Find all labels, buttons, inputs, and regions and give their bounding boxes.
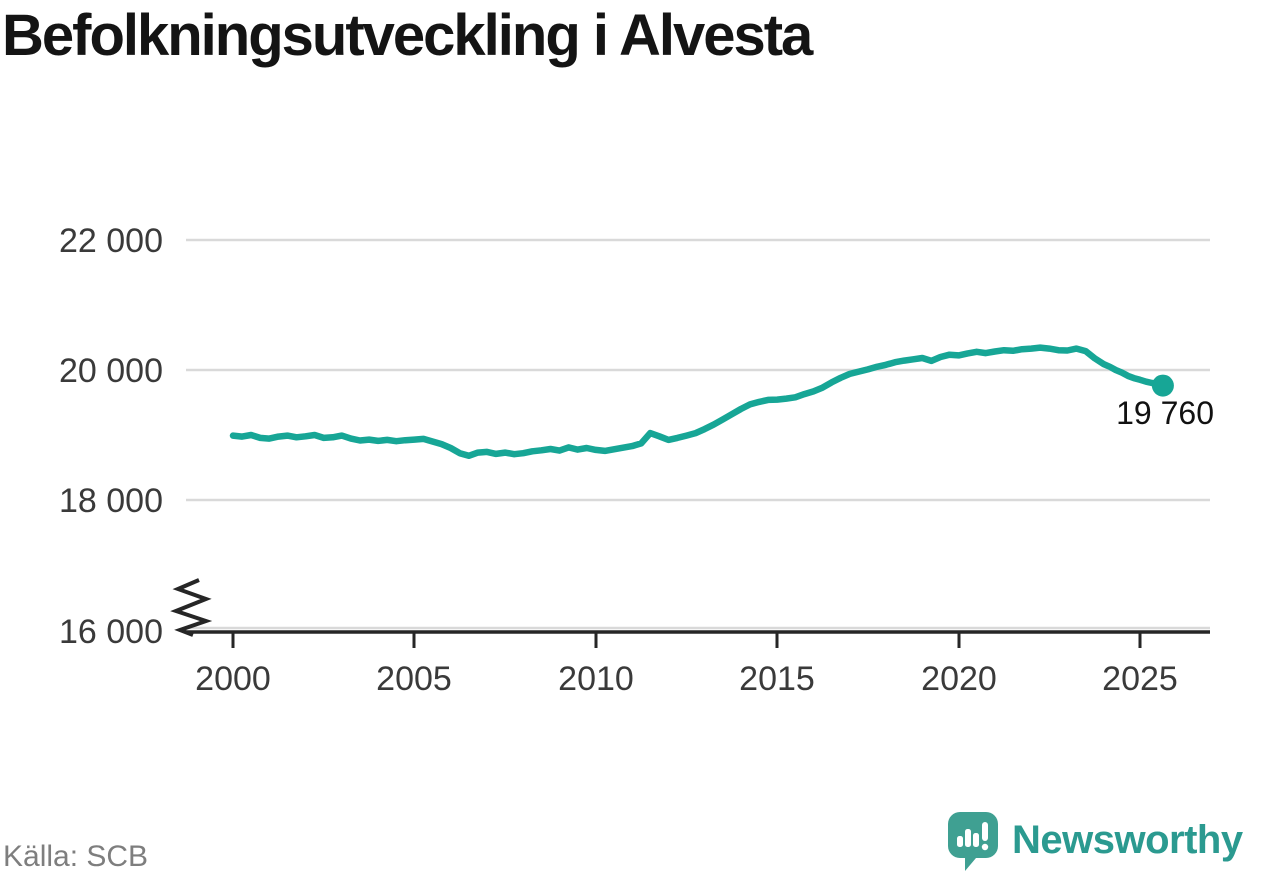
newsworthy-speech-bubble-bar-chart-icon (948, 812, 998, 871)
y-axis-break-icon (170, 578, 213, 637)
brand-name: Newsworthy (1012, 818, 1243, 862)
y-tick-label-16000: 16 000 (59, 613, 163, 651)
exclamation-dot (981, 843, 989, 851)
x-tick-label-2010: 2010 (558, 660, 634, 698)
x-tick-label-2020: 2020 (921, 660, 997, 698)
page-title: Befolkningsutveckling i Alvesta (2, 3, 813, 68)
newsworthy-brand: Newsworthy (948, 812, 1243, 872)
x-tick-label-2000: 2000 (195, 660, 271, 698)
y-tick-label-18000: 18 000 (59, 482, 163, 520)
exclamation-bar (982, 822, 988, 841)
series-end-point-marker (1151, 374, 1174, 397)
population-series-line (229, 344, 1167, 460)
bar-chart-bar-tall (965, 829, 971, 847)
bar-chart-bar-short (957, 836, 963, 847)
bar-chart-bar-medium (973, 833, 979, 847)
y-tick-label-22000: 22 000 (59, 222, 163, 260)
source-note: Källa: SCB (3, 840, 149, 873)
x-tick-label-2005: 2005 (376, 660, 452, 698)
y-tick-label-20000: 20 000 (59, 352, 163, 390)
x-tick-label-2015: 2015 (739, 660, 815, 698)
series-end-value-label: 19 760 (1116, 395, 1214, 431)
x-tick-label-2025: 2025 (1102, 660, 1178, 698)
